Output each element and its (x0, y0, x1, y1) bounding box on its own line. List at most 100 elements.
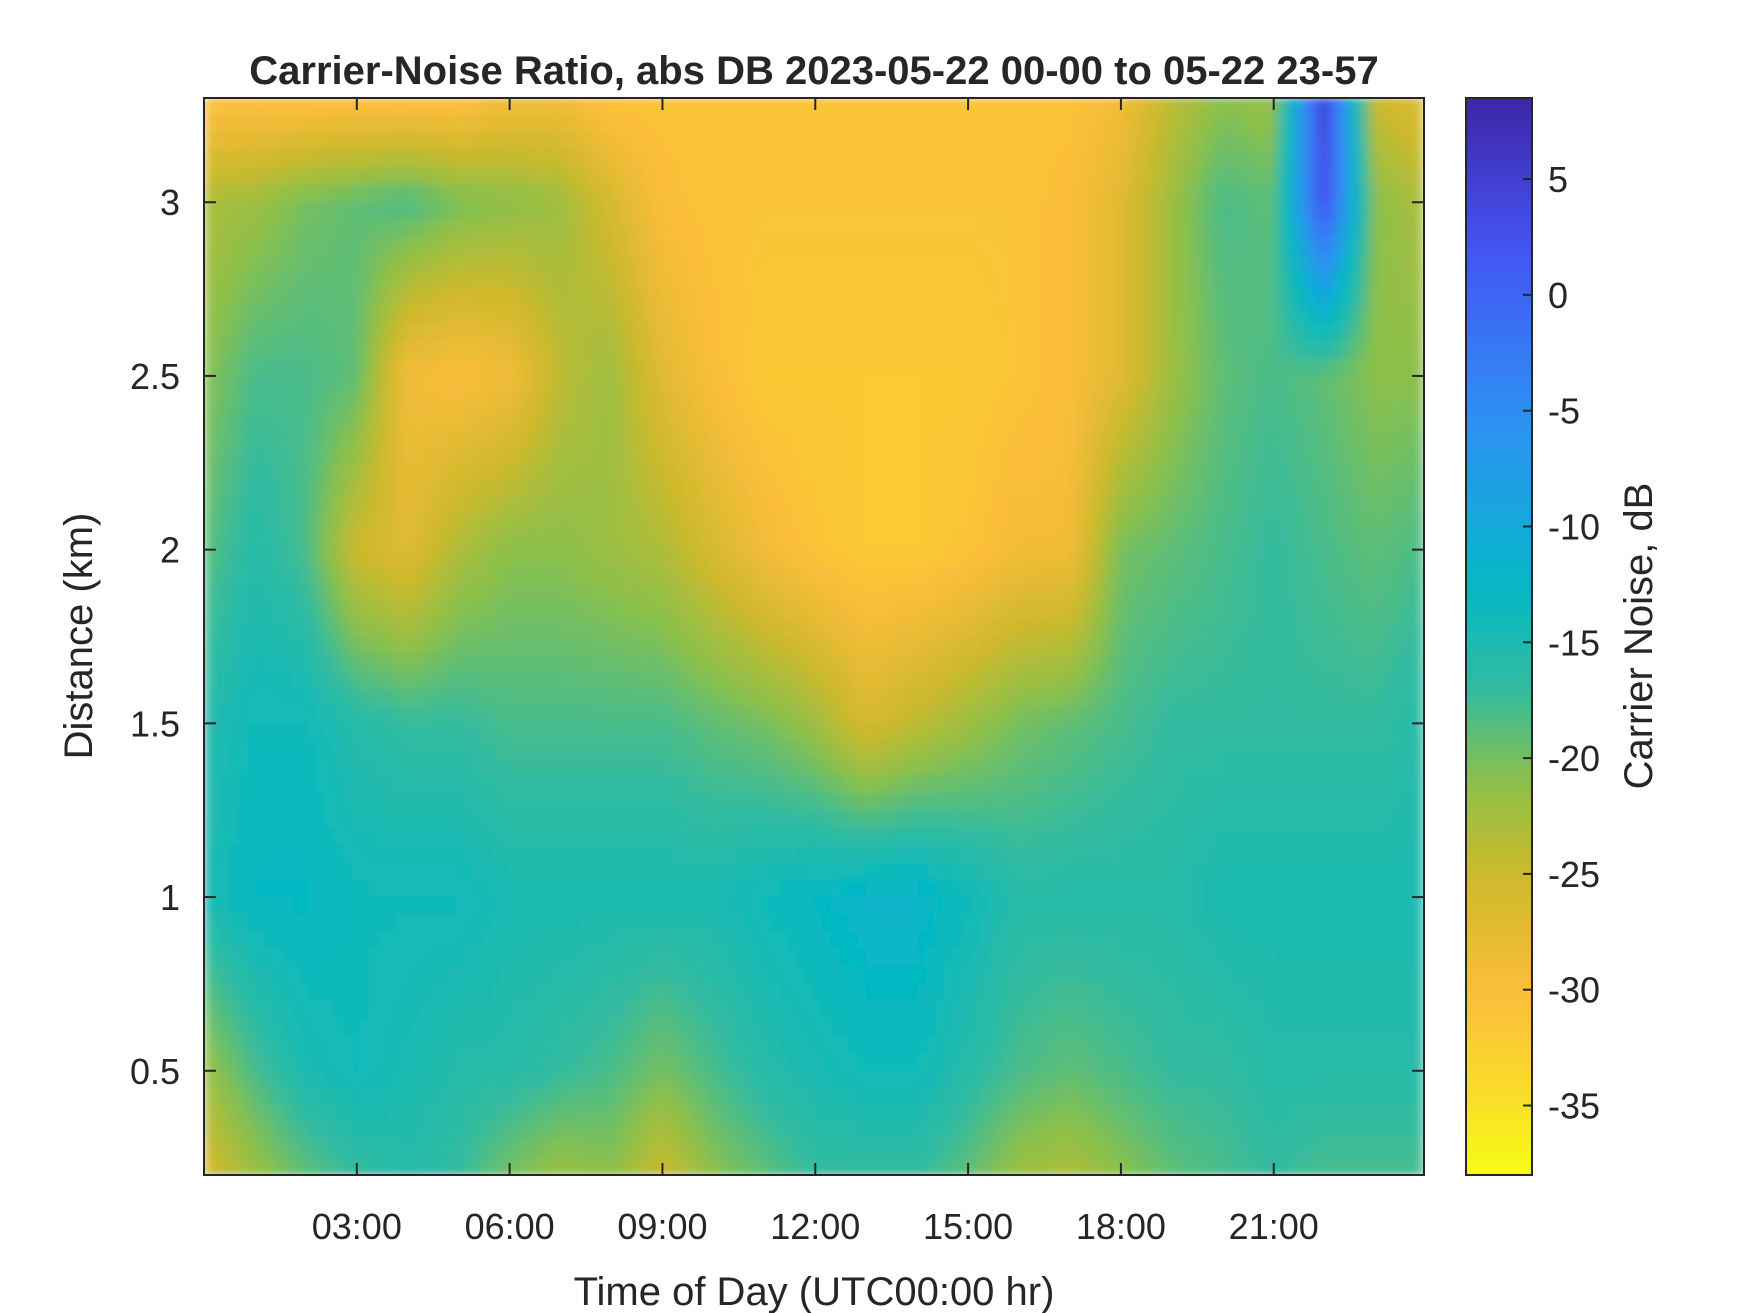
heatmap-cell (1284, 184, 1294, 203)
heatmap-cell (857, 601, 867, 620)
heatmap-cell (1406, 149, 1416, 168)
heatmap-cell (717, 166, 728, 186)
heatmap-cell (682, 549, 693, 568)
heatmap-cell (804, 340, 815, 360)
heatmap-cell (247, 219, 257, 238)
heatmap-cell (926, 114, 937, 134)
heatmap-cell (822, 566, 832, 585)
heatmap-cell (1257, 514, 1268, 533)
heatmap-cell (342, 184, 353, 203)
heatmap-cell (604, 253, 615, 273)
heatmap-cell (804, 566, 815, 585)
heatmap-cell (1066, 531, 1076, 551)
heatmap-cell (1301, 236, 1312, 255)
heatmap-cell (970, 271, 981, 290)
heatmap-cell (952, 583, 963, 603)
heatmap-cell (804, 549, 815, 568)
heatmap-cell (1092, 583, 1103, 603)
heatmap-cell (883, 271, 893, 290)
heatmap-cell (1318, 184, 1329, 203)
heatmap-cell (360, 653, 371, 672)
heatmap-cell (613, 618, 623, 637)
heatmap-cell (979, 566, 989, 585)
heatmap-cell (334, 114, 344, 134)
heatmap-cell (1179, 358, 1190, 377)
heatmap-cell (351, 531, 362, 551)
heatmap-cell (630, 149, 641, 168)
heatmap-cell (918, 132, 928, 151)
heatmap-cell (1292, 219, 1303, 238)
heatmap-cell (1005, 323, 1015, 342)
heatmap-cell (639, 479, 649, 499)
heatmap-cell (891, 444, 902, 464)
heatmap-cell (447, 184, 458, 203)
heatmap-cell (290, 670, 301, 690)
heatmap-cell (1179, 323, 1190, 342)
heatmap-cell (822, 688, 832, 707)
heatmap-cell (595, 392, 606, 412)
heatmap-cell (796, 253, 806, 273)
heatmap-cell (682, 670, 693, 690)
heatmap-cell (1231, 201, 1242, 221)
heatmap-cell (996, 653, 1007, 672)
heatmap-cell (735, 410, 745, 429)
heatmap-cell (220, 549, 231, 568)
heatmap-cell (674, 549, 684, 568)
heatmap-cell (1345, 288, 1355, 307)
heatmap-cell (1153, 531, 1164, 551)
heatmap-cell (621, 219, 632, 238)
heatmap-cell (604, 219, 615, 238)
heatmap-cell (1214, 410, 1225, 429)
heatmap-cell (247, 462, 257, 481)
heatmap-cell (578, 392, 588, 412)
heatmap-cell (351, 410, 362, 429)
heatmap-cell (578, 114, 588, 134)
heatmap-cell (290, 583, 301, 603)
heatmap-cell (308, 132, 318, 151)
heatmap-cell (491, 358, 501, 377)
heatmap-cell (351, 497, 362, 516)
heatmap-cell (447, 219, 458, 238)
heatmap-cell (247, 375, 257, 394)
heatmap-cell (220, 462, 231, 481)
heatmap-cell (970, 583, 981, 603)
heatmap-cell (1336, 427, 1347, 446)
heatmap-cell (1022, 184, 1033, 203)
heatmap-cell (255, 601, 266, 620)
heatmap-cell (1371, 149, 1381, 168)
heatmap-cell (552, 288, 562, 307)
heatmap-cell (857, 98, 867, 116)
heatmap-cell (508, 166, 519, 186)
heatmap-cell (1153, 288, 1164, 307)
heatmap-cell (952, 149, 963, 168)
heatmap-cell (543, 149, 554, 168)
heatmap-cell (1406, 201, 1416, 221)
heatmap-cell (491, 219, 501, 238)
heatmap-cell (926, 653, 937, 672)
heatmap-cell (499, 514, 510, 533)
heatmap-cell (1031, 549, 1042, 568)
heatmap-cell (421, 670, 432, 690)
heatmap-cell (560, 566, 571, 585)
heatmap-cell (1388, 670, 1399, 690)
heatmap-cell (220, 132, 231, 151)
heatmap-cell (1292, 236, 1303, 255)
heatmap-cell (1397, 514, 1408, 533)
heatmap-cell (273, 184, 283, 203)
heatmap-cell (1284, 271, 1294, 290)
heatmap-cell (743, 497, 754, 516)
heatmap-cell (1040, 636, 1050, 655)
heatmap-cell (1170, 98, 1181, 116)
heatmap-cell (656, 653, 667, 672)
heatmap-cell (822, 323, 832, 342)
heatmap-cell (290, 653, 301, 672)
heatmap-cell (212, 670, 222, 690)
heatmap-cell (1292, 392, 1303, 412)
heatmap-cell (1031, 149, 1042, 168)
heatmap-cell (569, 114, 580, 134)
heatmap-cell (1214, 323, 1225, 342)
heatmap-cell (1257, 531, 1268, 551)
heatmap-cell (482, 253, 493, 273)
heatmap-cell (412, 323, 423, 342)
heatmap-cell (647, 549, 658, 568)
